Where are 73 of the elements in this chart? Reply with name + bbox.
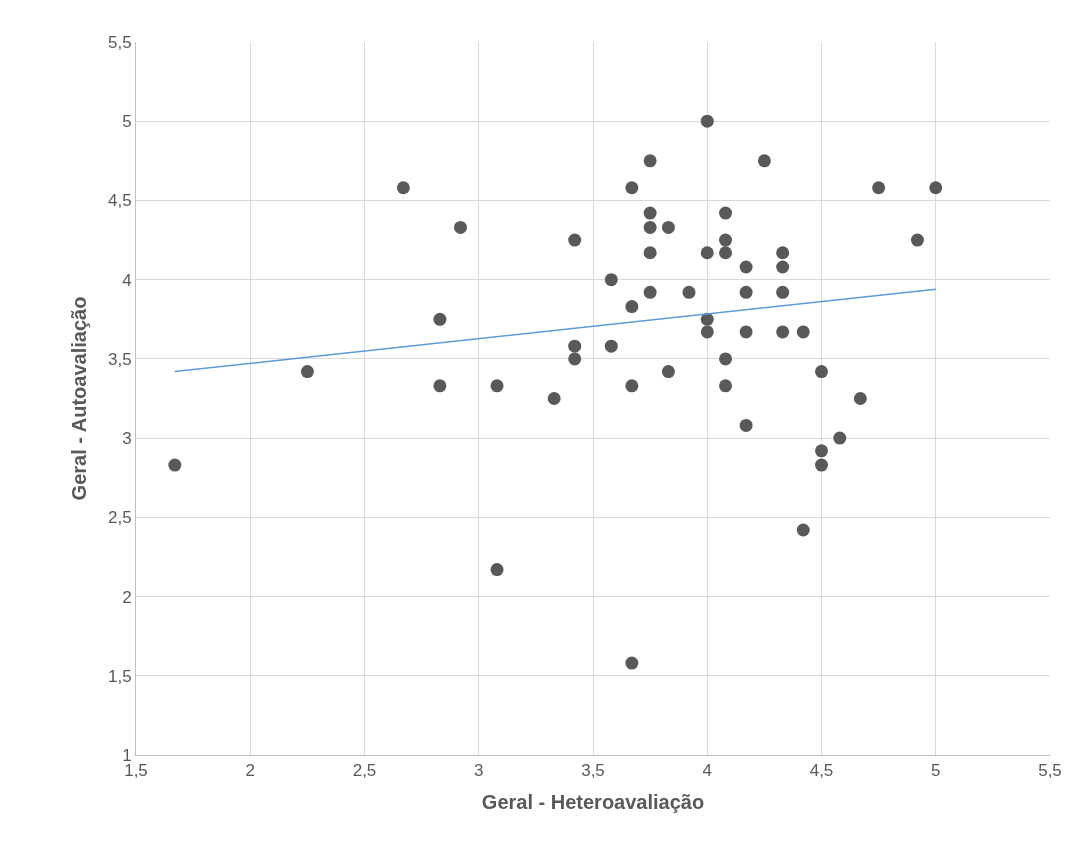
y-tick-label: 4 (122, 270, 132, 290)
point (661, 220, 675, 234)
point (643, 220, 657, 234)
point (396, 181, 410, 195)
point (682, 285, 696, 299)
point (643, 246, 657, 260)
y-tick-label: 2 (122, 587, 132, 607)
point (700, 114, 714, 128)
point (776, 246, 790, 260)
x-axis-title: Geral - Heteroavaliação (481, 790, 705, 813)
point (719, 246, 733, 260)
point (796, 523, 810, 537)
point (604, 339, 618, 353)
y-tick-label: 5,5 (107, 32, 132, 52)
point (739, 285, 753, 299)
point (815, 365, 828, 379)
point (719, 379, 733, 393)
point (739, 260, 753, 274)
x-tick-label: 4 (702, 761, 712, 781)
point (433, 312, 447, 326)
point (815, 444, 828, 458)
x-tick-label: 4,5 (809, 761, 834, 781)
point (776, 285, 790, 299)
point (625, 379, 639, 393)
point (433, 379, 447, 393)
point (757, 154, 771, 168)
x-tick-label: 5 (931, 761, 941, 781)
point (739, 418, 753, 432)
y-tick-label: 1,5 (107, 666, 132, 686)
point (719, 206, 733, 220)
point (643, 154, 657, 168)
point (700, 325, 714, 339)
point (300, 365, 314, 379)
point (604, 273, 618, 287)
y-tick-label: 1 (122, 745, 132, 765)
point (568, 352, 582, 366)
x-tick-label: 3 (474, 761, 484, 781)
point (833, 431, 847, 445)
point (568, 339, 582, 353)
point (547, 392, 561, 405)
point (168, 458, 182, 472)
y-axis-title: Geral - Autoavaliação (68, 296, 91, 501)
point (490, 563, 504, 577)
x-tick-label: 2,5 (352, 761, 377, 781)
point (796, 325, 810, 339)
point (643, 285, 657, 299)
point (625, 181, 639, 195)
point (568, 233, 582, 247)
point (929, 181, 943, 195)
point (453, 220, 467, 234)
point (719, 352, 733, 366)
x-tick-label: 5,5 (1038, 761, 1062, 781)
point (625, 300, 639, 314)
point (815, 458, 828, 472)
point (490, 379, 504, 393)
point (853, 392, 867, 405)
y-tick-label: 5 (122, 112, 132, 132)
point (776, 325, 790, 339)
y-tick-label: 4,5 (107, 191, 132, 211)
point (872, 181, 886, 195)
point (643, 206, 657, 220)
x-tick-label: 3,5 (581, 761, 605, 781)
y-tick-label: 3,5 (107, 349, 132, 369)
x-tick-label: 2 (245, 761, 255, 781)
point (776, 260, 790, 274)
point (739, 325, 753, 339)
y-tick-label: 3 (122, 429, 132, 449)
point (625, 656, 639, 670)
point (910, 233, 924, 247)
point (719, 233, 733, 247)
point (700, 246, 714, 260)
y-tick-label: 2,5 (107, 508, 132, 528)
point (661, 365, 675, 379)
